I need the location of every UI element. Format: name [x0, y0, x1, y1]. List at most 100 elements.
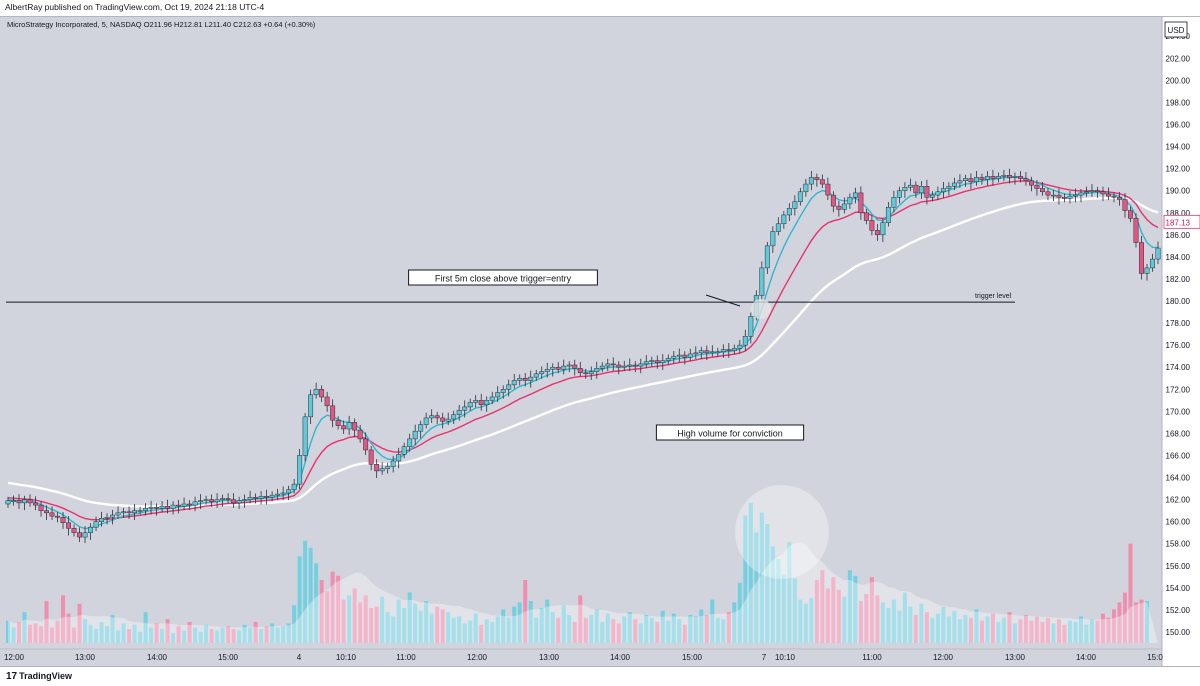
candle-up [132, 510, 138, 514]
volume-bar [424, 601, 429, 643]
candle-up [1078, 192, 1084, 196]
symbol-legend: MicroStrategy Incorporated, 5, NASDAQ O2… [7, 20, 316, 29]
candle-down [572, 364, 578, 369]
volume-bar [699, 609, 704, 643]
volume-bar [281, 626, 286, 643]
tradingview-logo[interactable]: 17 TradingView [6, 671, 72, 682]
volume-bar [726, 612, 731, 643]
volume-bar [732, 602, 737, 643]
candle-up [22, 499, 27, 504]
volume-bar [941, 606, 946, 643]
volume-bar [677, 619, 682, 643]
candle-up [528, 376, 534, 381]
candle-up [973, 177, 979, 183]
candle-down [352, 422, 358, 431]
volume-bar [105, 626, 110, 643]
volume-bar [814, 580, 819, 643]
candle-down [1128, 210, 1133, 219]
candle-down [616, 364, 622, 368]
volume-bar [297, 556, 302, 643]
volume-bar [930, 617, 935, 643]
candle-up [484, 400, 490, 405]
volume-bar [468, 620, 473, 643]
candle-up [308, 394, 314, 418]
volume-bar [407, 592, 412, 643]
y-tick-label: 150.00 [1166, 628, 1191, 637]
candle-down [225, 498, 231, 500]
volume-bar [61, 595, 66, 643]
volume-bar [512, 606, 517, 643]
volume-bar [946, 616, 951, 643]
volume-bar [99, 622, 104, 643]
volume-bar [1111, 609, 1116, 643]
volume-bar [314, 563, 319, 643]
volume-bar [275, 627, 280, 643]
volume-bar [792, 578, 797, 643]
volume-bar [127, 629, 132, 643]
y-tick-label: 194.00 [1166, 143, 1191, 152]
x-tick-label: 14:00 [610, 653, 631, 662]
volume-bar [363, 595, 368, 643]
volume-bar [968, 617, 973, 643]
candle-up [170, 504, 176, 509]
volume-annotation: High volume for conviction [655, 424, 805, 441]
candle-up [379, 468, 385, 472]
candle-up [940, 188, 946, 193]
candle-down [1106, 193, 1111, 197]
candle-up [918, 186, 924, 194]
candle-up [346, 422, 352, 430]
volume-bar [253, 622, 258, 643]
candle-down [66, 522, 71, 529]
candle-down [71, 528, 77, 533]
x-tick-label: 14:00 [147, 653, 168, 662]
volume-bar [1051, 623, 1056, 643]
x-tick-label: 12:00 [4, 653, 25, 662]
candle-up [88, 526, 93, 533]
volume-bar [1133, 602, 1138, 643]
volume-bar [380, 596, 385, 643]
candle-up [550, 366, 556, 370]
candle-down [165, 505, 171, 509]
candle-up [286, 489, 292, 494]
volume-bar [622, 616, 627, 643]
candle-up [1084, 191, 1089, 194]
price-chart[interactable]: trigger level First 5m close above trigge… [0, 17, 1200, 666]
candle-up [247, 497, 253, 500]
candle-down [368, 449, 374, 465]
entry-arrow-line [705, 294, 741, 307]
volume-bar [880, 602, 885, 643]
candle-up [594, 368, 600, 372]
volume-bar [539, 608, 544, 643]
volume-bar [226, 626, 231, 643]
volume-bar [737, 582, 742, 643]
volume-bar [616, 623, 621, 643]
candle-up [258, 496, 264, 499]
volume-bar [1117, 602, 1122, 643]
candle-down [1062, 197, 1067, 199]
volume-bar [1062, 624, 1067, 643]
candle-down [264, 496, 270, 498]
volume-bar [402, 608, 407, 643]
candle-down [1039, 188, 1045, 193]
candle-up [698, 350, 704, 354]
volume-bar [759, 512, 764, 643]
candle-up [214, 499, 220, 503]
y-tick-label: 170.00 [1166, 407, 1191, 416]
chart-area[interactable]: trigger level First 5m close above trigge… [0, 17, 1200, 666]
volume-bar [528, 601, 533, 643]
candle-down [830, 194, 836, 207]
volume-bar [1106, 617, 1111, 643]
volume-bar [1056, 619, 1061, 643]
volume-bar [858, 601, 863, 643]
candle-down [478, 400, 484, 405]
volume-bar [132, 624, 137, 643]
volume-bar [627, 612, 632, 643]
y-tick-label: 186.00 [1166, 231, 1191, 240]
candle-up [1001, 174, 1007, 177]
volume-bars [6, 503, 1149, 643]
volume-bar [264, 626, 269, 643]
candle-up [792, 201, 798, 209]
candle-down [610, 363, 616, 366]
volume-bar [990, 613, 995, 643]
candle-up [737, 344, 743, 349]
